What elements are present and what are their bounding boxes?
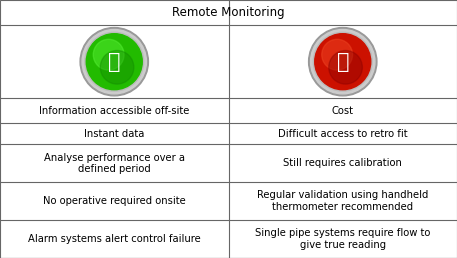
Bar xyxy=(0,220,228,258)
Text: Regular validation using handheld
thermometer recommended: Regular validation using handheld thermo… xyxy=(257,190,429,212)
Text: Information accessible off-site: Information accessible off-site xyxy=(39,106,190,116)
Text: Instant data: Instant data xyxy=(84,129,144,139)
Text: Difficult access to retro fit: Difficult access to retro fit xyxy=(278,129,408,139)
Bar xyxy=(228,123,457,144)
Bar xyxy=(0,25,457,98)
Circle shape xyxy=(315,34,371,90)
Text: Still requires calibration: Still requires calibration xyxy=(283,158,402,168)
Text: Alarm systems alert control failure: Alarm systems alert control failure xyxy=(28,234,201,244)
Text: 👍: 👍 xyxy=(108,52,121,72)
Text: Single pipe systems require flow to
give true reading: Single pipe systems require flow to give… xyxy=(255,228,430,250)
Bar xyxy=(228,144,457,182)
Bar xyxy=(0,0,457,25)
Bar xyxy=(0,123,228,144)
Circle shape xyxy=(80,28,149,96)
Bar xyxy=(0,98,228,123)
Text: Remote Monitoring: Remote Monitoring xyxy=(172,6,285,19)
Bar xyxy=(0,144,228,182)
Circle shape xyxy=(314,32,372,91)
Circle shape xyxy=(100,51,134,84)
Circle shape xyxy=(308,28,377,96)
Circle shape xyxy=(329,51,362,84)
Bar xyxy=(228,220,457,258)
Circle shape xyxy=(322,39,352,70)
Text: Cost: Cost xyxy=(332,106,354,116)
Text: No operative required onsite: No operative required onsite xyxy=(43,196,186,206)
Bar xyxy=(0,182,228,220)
Circle shape xyxy=(311,29,375,94)
Bar xyxy=(228,182,457,220)
Circle shape xyxy=(93,39,124,70)
Bar xyxy=(228,98,457,123)
Circle shape xyxy=(82,29,146,94)
Circle shape xyxy=(85,32,143,91)
Text: Analyse performance over a
defined period: Analyse performance over a defined perio… xyxy=(44,152,185,174)
Text: 👎: 👎 xyxy=(336,52,349,72)
Circle shape xyxy=(86,34,142,90)
